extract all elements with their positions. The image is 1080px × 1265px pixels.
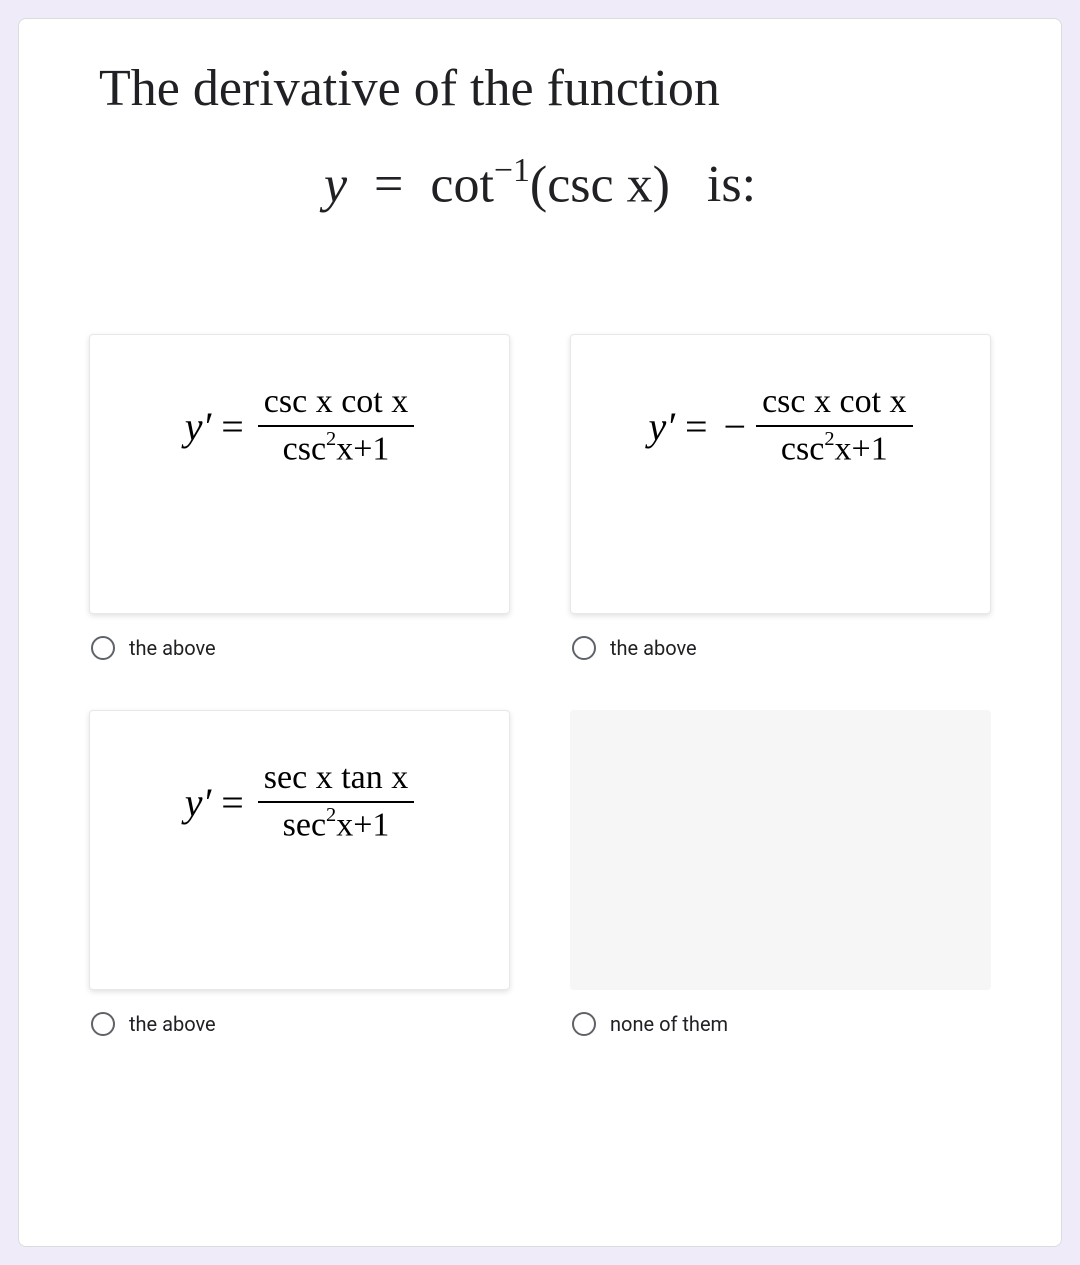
option-d-box[interactable] [570,710,991,990]
open-paren: ( [530,156,547,213]
option-d-label: none of them [610,1012,728,1036]
question-trailing: is: [707,156,756,213]
options-grid: y′ = csc x cot x csc2x+1 the above y′ [79,334,1001,1036]
option-c-label: the above [129,1012,216,1036]
radio-icon[interactable] [572,1012,596,1036]
option-c-control[interactable]: the above [89,1012,510,1036]
option-a-box[interactable]: y′ = csc x cot x csc2x+1 [89,334,510,614]
question-text-line1: The derivative of the function [79,59,1001,118]
radio-icon[interactable] [91,1012,115,1036]
fraction: csc x cot x csc2x+1 [258,380,414,472]
radio-icon[interactable] [91,636,115,660]
option-b-formula: y′ = − csc x cot x csc2x+1 [648,380,912,472]
exponent-neg1: −1 [494,152,530,189]
option-c-formula: y′ = sec x tan x sec2x+1 [185,756,415,848]
option-d-control[interactable]: none of them [570,1012,991,1036]
option-b-label: the above [610,636,697,660]
function-cot: cot [430,156,494,213]
option-a: y′ = csc x cot x csc2x+1 the above [89,334,510,660]
equals-sign: = [374,156,403,213]
option-b: y′ = − csc x cot x csc2x+1 the above [570,334,991,660]
space [614,156,627,213]
question-card: The derivative of the function y = cot−1… [18,18,1062,1247]
question-equation: y = cot−1(csc x) is: [79,154,1001,214]
option-b-control[interactable]: the above [570,636,991,660]
option-c-box[interactable]: y′ = sec x tan x sec2x+1 [89,710,510,990]
question-block: The derivative of the function y = cot−1… [79,59,1001,214]
close-paren: ) [653,156,670,213]
function-csc: csc [547,156,613,213]
fraction: csc x cot x csc2x+1 [756,380,912,472]
option-a-formula: y′ = csc x cot x csc2x+1 [185,380,415,472]
option-a-label: the above [129,636,216,660]
question-lhs: y [324,156,347,213]
variable-x: x [627,156,653,213]
option-d: none of them [570,710,991,1036]
radio-icon[interactable] [572,636,596,660]
option-a-control[interactable]: the above [89,636,510,660]
option-c: y′ = sec x tan x sec2x+1 the above [89,710,510,1036]
fraction: sec x tan x sec2x+1 [258,756,414,848]
option-b-box[interactable]: y′ = − csc x cot x csc2x+1 [570,334,991,614]
